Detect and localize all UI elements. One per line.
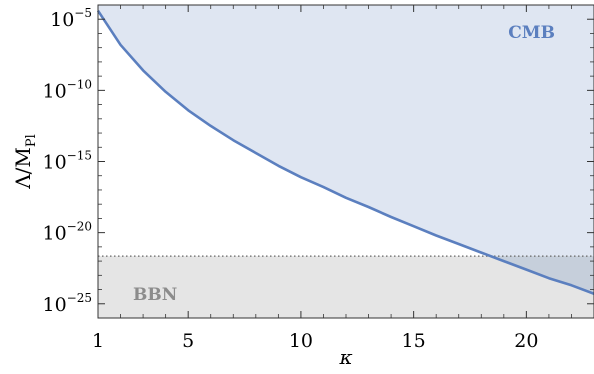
y-axis-label: Λ/MPl [11, 134, 39, 190]
x-axis-label: κ [338, 345, 352, 369]
y-tick-label: 10−15 [42, 149, 92, 174]
bbn-region [98, 256, 594, 318]
y-tick-label: 10−10 [42, 77, 92, 102]
labels-layer: κ Λ/MPl CMB BBN [11, 23, 555, 369]
x-tick-label: 1 [92, 330, 104, 352]
y-tick-label: 10−5 [50, 6, 92, 31]
x-tick-label: 10 [289, 330, 313, 352]
x-tick-label: 15 [402, 330, 426, 352]
cmb-region [98, 5, 594, 294]
bbn-label: BBN [133, 285, 177, 305]
cmb-bound-curve [96, 9, 594, 296]
x-tick-label: 5 [182, 330, 194, 352]
regions [98, 5, 594, 318]
curve-layer [96, 9, 594, 296]
y-tick-label: 10−20 [42, 220, 92, 245]
cmb-label: CMB [508, 23, 555, 43]
x-tick-label: 20 [514, 330, 538, 352]
y-tick-label: 10−25 [42, 291, 92, 316]
